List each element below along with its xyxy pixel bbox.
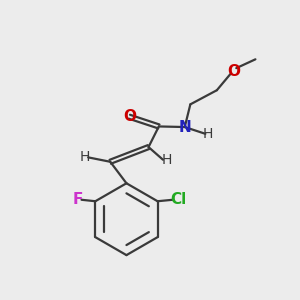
Text: Cl: Cl: [171, 192, 187, 207]
Text: O: O: [123, 109, 136, 124]
Text: F: F: [73, 192, 83, 207]
Text: H: H: [161, 153, 172, 167]
Text: N: N: [178, 119, 191, 134]
Text: H: H: [203, 127, 214, 141]
Text: H: H: [80, 150, 90, 164]
Text: O: O: [227, 64, 240, 79]
